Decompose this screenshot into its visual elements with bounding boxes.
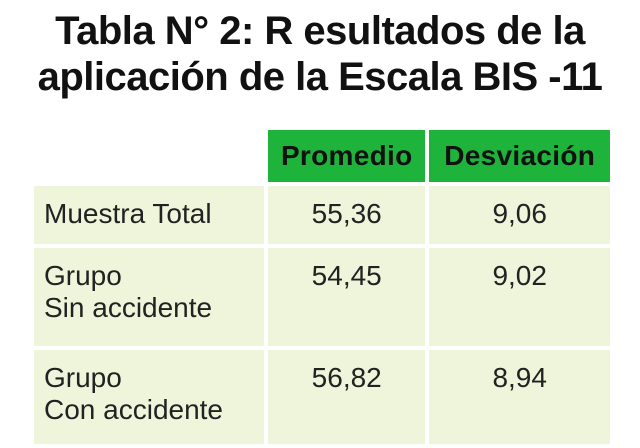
table-title: Tabla N° 2: R esultados de la aplicación… xyxy=(0,8,640,100)
table-row: Grupo Con accidente 56,82 8,94 xyxy=(34,350,610,444)
row-label: Grupo Sin accidente xyxy=(34,248,264,346)
row-label: Muestra Total xyxy=(34,186,264,244)
cell-desviacion: 9,02 xyxy=(429,248,610,346)
header-promedio: Promedio xyxy=(268,130,426,182)
row-label-line: Grupo xyxy=(44,260,122,291)
header-blank-cell xyxy=(34,130,264,182)
cell-promedio: 54,45 xyxy=(268,248,426,346)
title-line-2: aplicación de la Escala BIS -11 xyxy=(37,55,603,99)
row-label-line: Muestra Total xyxy=(44,198,212,229)
cell-desviacion: 8,94 xyxy=(429,350,610,444)
row-label-line: Sin accidente xyxy=(44,292,213,323)
cell-promedio: 55,36 xyxy=(268,186,426,244)
row-label: Grupo Con accidente xyxy=(34,350,264,444)
table-row: Grupo Sin accidente 54,45 9,02 xyxy=(34,248,610,346)
table-row: Muestra Total 55,36 9,06 xyxy=(34,186,610,244)
row-label-line: Grupo xyxy=(44,362,122,393)
row-label-line: Con accidente xyxy=(44,394,224,425)
results-table: Promedio Desviación Muestra Total 55,36 … xyxy=(30,126,614,448)
cell-promedio: 56,82 xyxy=(268,350,426,444)
title-line-1: Tabla N° 2: R esultados de la xyxy=(55,9,585,53)
header-row: Promedio Desviación xyxy=(34,130,610,182)
cell-desviacion: 9,06 xyxy=(429,186,610,244)
header-desviacion: Desviación xyxy=(429,130,610,182)
